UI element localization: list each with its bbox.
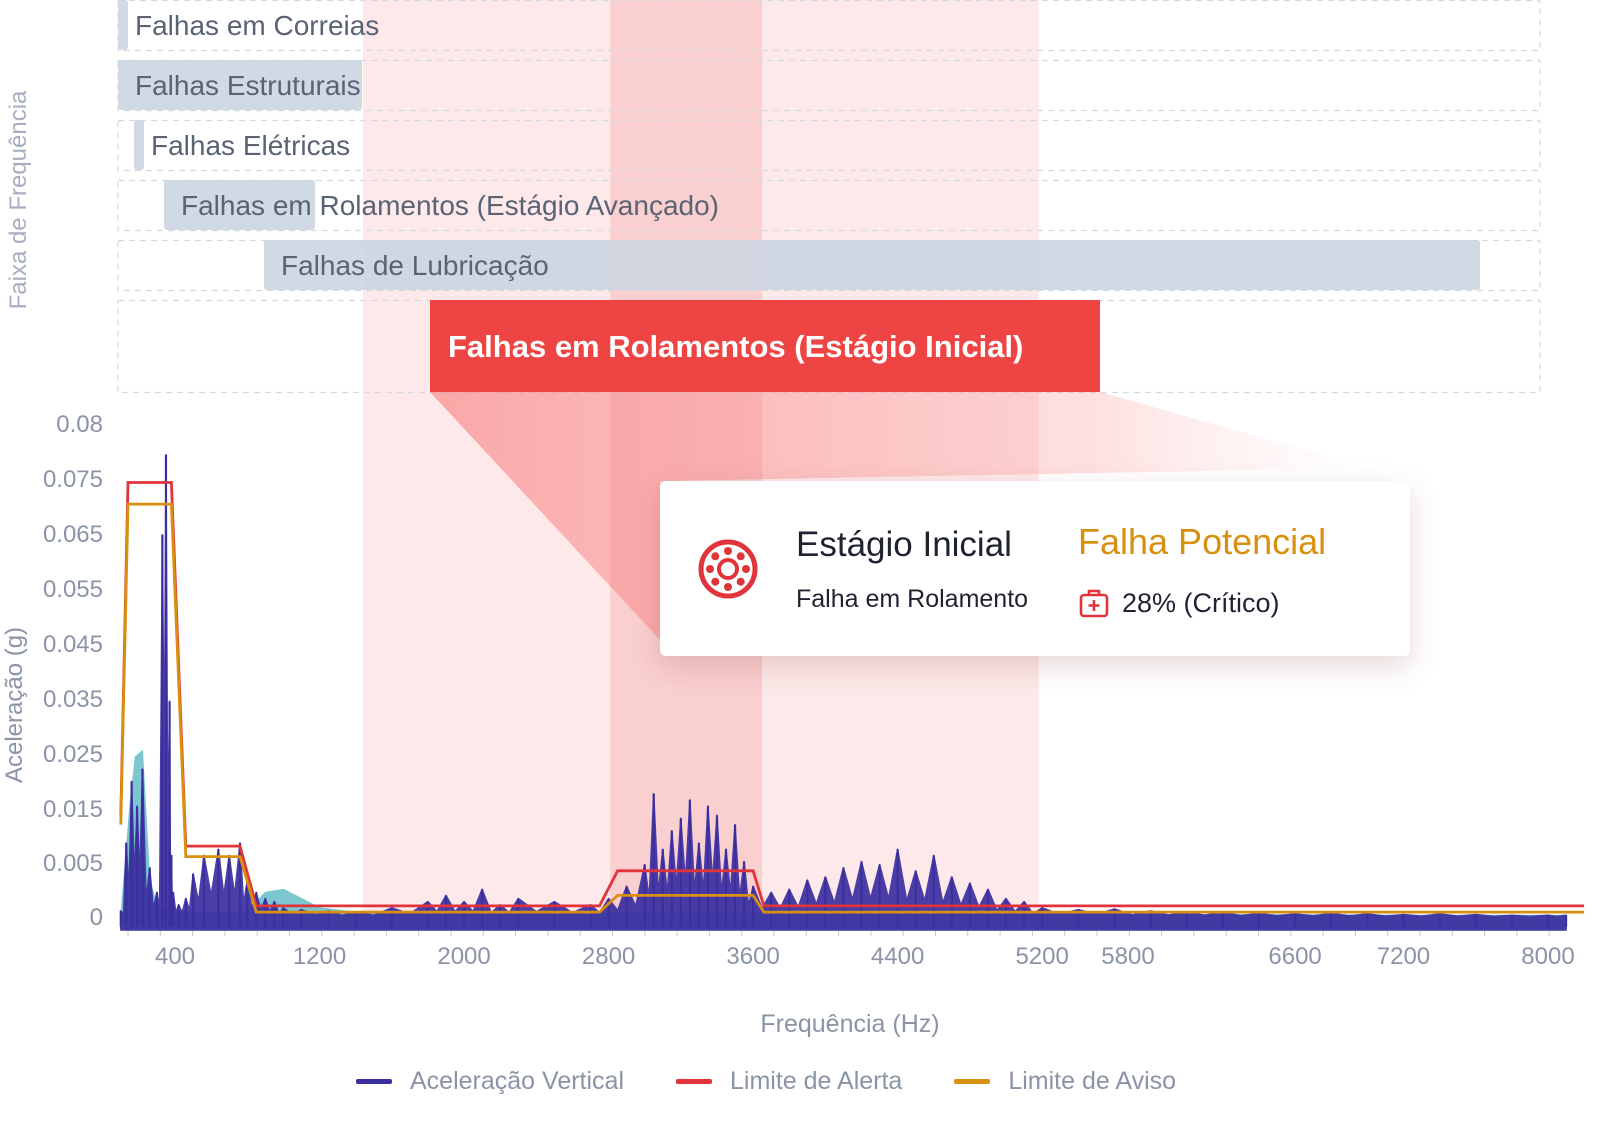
bands-axis-label: Faixa de Frequência xyxy=(5,90,32,309)
band-row xyxy=(117,179,1541,232)
band-bar-highlight xyxy=(430,300,1100,392)
legend-swatch xyxy=(676,1079,713,1084)
band-bar xyxy=(118,60,362,110)
band-bar xyxy=(118,0,128,50)
band-label: Falhas Estruturais xyxy=(135,70,361,101)
popup-subtitle: Falha em Rolamento xyxy=(796,585,1029,613)
y-tick-label: 0.065 xyxy=(43,521,103,548)
x-tick-label: 400 xyxy=(155,943,195,970)
y-tick-label: 0.075 xyxy=(43,466,103,493)
legend-swatch xyxy=(356,1079,392,1084)
medical-case-icon xyxy=(1079,589,1109,618)
legend-item-alert[interactable]: Limite de Alerta xyxy=(676,1067,902,1096)
legend-label: Limite de Alerta xyxy=(730,1067,903,1095)
y-tick-label: 0 xyxy=(90,904,103,931)
chart-axes: 400 1200 2000 2800 3600 4400 5200 5800 6600 7200 8… xyxy=(43,411,1575,970)
callout-wedge xyxy=(430,392,1370,640)
x-axis-label: Frequência (Hz) xyxy=(760,1010,939,1038)
x-tick-label: 5200 xyxy=(1015,943,1068,970)
y-tick-label: 0.08 xyxy=(56,411,103,438)
popup-title: Estágio Inicial xyxy=(796,525,1012,564)
band-label: Falhas em Rolamentos (Estágio Avançado) xyxy=(181,190,719,221)
band-bar xyxy=(164,180,315,230)
callout-polygon xyxy=(430,392,1370,640)
band-label: Falhas Elétricas xyxy=(151,130,350,161)
band-bar xyxy=(134,120,144,170)
x-tick-label: 6600 xyxy=(1268,943,1321,970)
bearing-icon xyxy=(698,539,758,599)
legend-item-vertical[interactable]: Aceleração Vertical xyxy=(356,1067,624,1096)
chart-series xyxy=(119,454,1585,931)
band-label: Falhas de Lubricação xyxy=(281,250,549,281)
x-tick-label: 3600 xyxy=(726,943,779,970)
popup-status: Falha Potencial xyxy=(1078,521,1327,562)
band-row xyxy=(117,239,1541,292)
y-tick-label: 0.055 xyxy=(43,576,103,603)
popup-percent-row: 28% (Crítico) xyxy=(1078,587,1280,619)
y-axis-label: Aceleração (g) xyxy=(1,627,28,783)
band-label: Falhas em Correias xyxy=(135,10,379,41)
band-row xyxy=(117,119,1541,172)
y-tick-label: 0.045 xyxy=(43,631,103,658)
y-tick-label: 0.025 xyxy=(43,741,103,768)
x-tick-label: 5800 xyxy=(1101,943,1154,970)
y-tick-label: 0.005 xyxy=(43,850,103,877)
popup-percent: 28% (Crítico) xyxy=(1122,587,1280,618)
series-line-warning xyxy=(119,502,1585,914)
chart-legend: Aceleração Vertical Limite de Alerta Lim… xyxy=(356,1067,1228,1096)
x-tick-label: 1200 xyxy=(293,943,346,970)
fault-popup[interactable]: Estágio Inicial Falha em Rolamento Falha… xyxy=(660,481,1410,656)
band-bar xyxy=(264,240,1480,290)
series-line-alert xyxy=(119,481,1585,908)
legend-label: Limite de Aviso xyxy=(1008,1067,1177,1095)
y-tick-label: 0.015 xyxy=(43,796,103,823)
legend-label: Aceleração Vertical xyxy=(410,1067,625,1095)
x-tick-label: 4400 xyxy=(871,943,924,970)
x-tick-label: 2000 xyxy=(437,943,490,970)
x-tick-label: 8000 xyxy=(1521,943,1574,970)
band-label: Falhas em Rolamentos (Estágio Inicial) xyxy=(448,329,1023,364)
frequency-bands: Falhas em Correias Falhas Estruturais Falh… xyxy=(117,0,1541,394)
x-tick-label: 2800 xyxy=(582,943,635,970)
legend-swatch xyxy=(954,1079,991,1084)
legend-item-warning[interactable]: Limite de Aviso xyxy=(954,1067,1176,1096)
y-tick-label: 0.035 xyxy=(43,686,103,713)
x-tick-label: 7200 xyxy=(1377,943,1430,970)
